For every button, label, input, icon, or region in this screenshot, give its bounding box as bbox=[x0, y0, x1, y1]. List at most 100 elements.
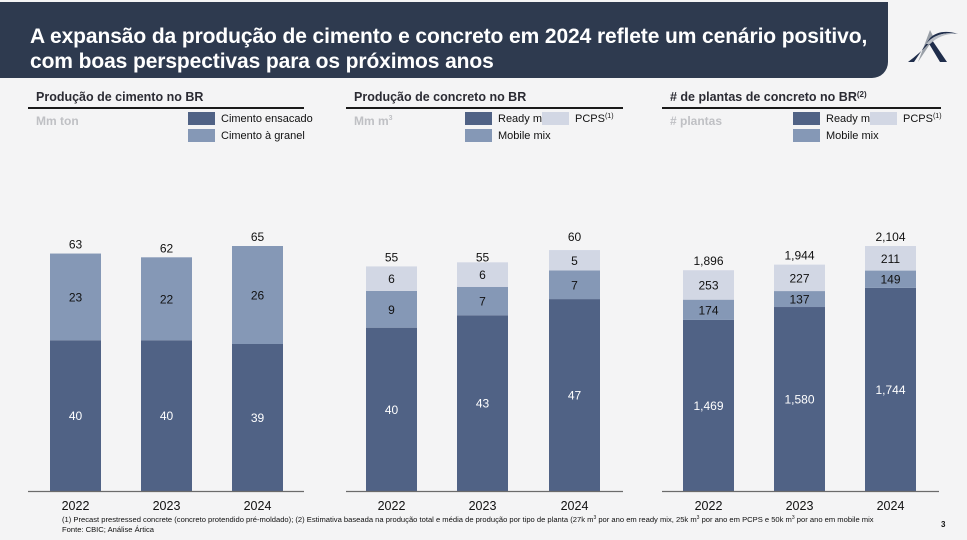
bar-segment-mobile-mix-2022 bbox=[366, 290, 417, 328]
data-label: 7 bbox=[479, 295, 486, 309]
data-label: 23 bbox=[69, 290, 83, 304]
bar-segment-ready-mix-2022 bbox=[366, 327, 417, 491]
legend-item-mobile-mix: Mobile mix bbox=[465, 129, 551, 142]
data-label: 1,469 bbox=[693, 399, 723, 413]
legend-swatch bbox=[870, 112, 897, 125]
legend-item-pcps: PCPS(1) bbox=[870, 112, 942, 125]
bar-segment-pcps-1--2024 bbox=[865, 246, 916, 271]
legend-item-mobile-mix: Mobile mix bbox=[793, 129, 879, 142]
data-label: 22 bbox=[160, 292, 174, 306]
legend-swatch bbox=[465, 112, 492, 125]
legend-label: Mobile mix bbox=[498, 129, 551, 142]
legend-item-cimento-ensacado: Cimento ensacado bbox=[188, 112, 313, 125]
x-tick-label: 2022 bbox=[62, 499, 90, 513]
data-label: 40 bbox=[160, 409, 174, 423]
x-tick-label: 2023 bbox=[153, 499, 181, 513]
total-label: 55 bbox=[385, 250, 399, 264]
data-label: 40 bbox=[385, 403, 399, 417]
bar-segment-cimento-ensacado-2024 bbox=[232, 344, 283, 491]
data-label: 5 bbox=[571, 254, 578, 268]
chart-concrete: 40 9 6 55 2022 43 7 6 55 2023 47 7 5 60 2024 bbox=[346, 230, 623, 513]
legend-swatch bbox=[188, 129, 215, 142]
panel-title: # de plantas de concreto no BR(2) bbox=[670, 90, 867, 104]
footnote-source: Fonte: CBIC; Análise Ártica bbox=[62, 524, 155, 534]
bar-segment-mobile-mix-2022 bbox=[683, 299, 734, 320]
legend-label: PCPS(1) bbox=[903, 112, 942, 125]
total-label: 2,104 bbox=[875, 230, 905, 244]
bar-segment-cimento-granel-2022 bbox=[50, 253, 101, 341]
x-tick-label: 2022 bbox=[695, 499, 723, 513]
x-tick-label: 2024 bbox=[244, 499, 272, 513]
panel-cement-production: Produção de cimento no BR Mm ton Cimento… bbox=[28, 86, 313, 513]
bar-segment-mobile-mix-2024 bbox=[549, 270, 600, 300]
unit-label: Mm ton bbox=[36, 114, 79, 128]
legend-item-pcps: PCPS(1) bbox=[542, 112, 614, 125]
unit-label: Mm m3 bbox=[354, 114, 393, 128]
bar-segment-mobile-mix-2023 bbox=[774, 291, 825, 308]
legend-item-ready-mix: Ready mix bbox=[793, 112, 878, 125]
bar-segment-ready-mix-2023 bbox=[774, 307, 825, 491]
bar-segment-pcps-1--2023 bbox=[774, 264, 825, 292]
data-label: 43 bbox=[476, 397, 490, 411]
data-label: 1,744 bbox=[875, 383, 905, 397]
bar-segment-mobile-mix-2024 bbox=[865, 270, 916, 288]
data-label: 6 bbox=[388, 272, 395, 286]
legend-label: Cimento à granel bbox=[221, 129, 305, 142]
data-label: 7 bbox=[571, 278, 578, 292]
panel-concrete-plants: # de plantas de concreto no BR(2) # plan… bbox=[662, 86, 942, 513]
data-label: 137 bbox=[789, 293, 809, 307]
x-tick-label: 2024 bbox=[561, 499, 589, 513]
unit-label: # plantas bbox=[670, 114, 723, 128]
footnote-line-1: (1) Precast prestressed concrete (concre… bbox=[62, 515, 874, 524]
bar-segment-pcps-1--2023 bbox=[457, 262, 508, 287]
chart-cement: 40 23 63 2022 40 22 62 2023 39 26 65 2024 bbox=[28, 230, 304, 513]
total-label: 65 bbox=[251, 230, 265, 244]
data-label: 39 bbox=[251, 411, 265, 425]
x-tick-label: 2022 bbox=[378, 499, 406, 513]
legend-swatch bbox=[188, 112, 215, 125]
chart-plants: 1,469 174 253 1,896 2022 1,580 137 227 1,944 2023… bbox=[662, 230, 939, 513]
data-label: 253 bbox=[698, 278, 718, 292]
bar-segment-cimento-ensacado-2022 bbox=[50, 340, 101, 491]
bar-segment-ready-mix-2024 bbox=[865, 287, 916, 491]
data-label: 174 bbox=[698, 303, 718, 317]
bar-segment-cimento-granel-2024 bbox=[232, 246, 283, 344]
total-label: 1,896 bbox=[693, 254, 723, 268]
bar-segment-ready-mix-2023 bbox=[457, 315, 508, 491]
legend-label: Cimento ensacado bbox=[221, 112, 313, 125]
total-label: 55 bbox=[476, 250, 490, 264]
x-tick-label: 2023 bbox=[786, 499, 814, 513]
footnote: (1) Precast prestressed concrete (concre… bbox=[62, 514, 874, 534]
title-divider bbox=[346, 107, 623, 109]
title-divider bbox=[662, 107, 941, 109]
legend-swatch bbox=[793, 129, 820, 142]
bar-segment-ready-mix-2022 bbox=[683, 319, 734, 491]
panel-title: Produção de cimento no BR bbox=[36, 90, 204, 104]
legend-label: PCPS(1) bbox=[575, 112, 614, 125]
bar-segment-ready-mix-2024 bbox=[549, 299, 600, 491]
page-number: 3 bbox=[941, 520, 946, 529]
bar-segment-cimento-ensacado-2023 bbox=[141, 340, 192, 491]
panel-concrete-production: Produção de concreto no BR Mm m3 Ready m… bbox=[346, 86, 623, 513]
data-label: 227 bbox=[789, 271, 809, 285]
title-divider bbox=[28, 107, 304, 109]
slide-title: A expansão da produção de cimento e conc… bbox=[30, 25, 868, 73]
legend-swatch bbox=[465, 129, 492, 142]
artica-logo-icon bbox=[908, 30, 958, 62]
bar-segment-mobile-mix-2023 bbox=[457, 286, 508, 316]
data-label: 6 bbox=[479, 268, 486, 282]
total-label: 60 bbox=[568, 230, 582, 244]
legend-label: Ready mix bbox=[826, 112, 878, 125]
slide-header: A expansão da produção de cimento e conc… bbox=[0, 2, 888, 78]
data-label: 47 bbox=[568, 389, 582, 403]
legend-label: Mobile mix bbox=[826, 129, 879, 142]
x-tick-label: 2024 bbox=[877, 499, 905, 513]
data-label: 26 bbox=[251, 289, 265, 303]
legend-item-cimento-granel: Cimento à granel bbox=[188, 129, 305, 142]
bar-segment-pcps-1--2022 bbox=[683, 270, 734, 300]
total-label: 63 bbox=[69, 238, 83, 252]
legend-swatch bbox=[793, 112, 820, 125]
bar-segment-pcps-1--2024 bbox=[549, 250, 600, 271]
legend-label: Ready mix bbox=[498, 112, 550, 125]
data-label: 211 bbox=[881, 252, 900, 266]
